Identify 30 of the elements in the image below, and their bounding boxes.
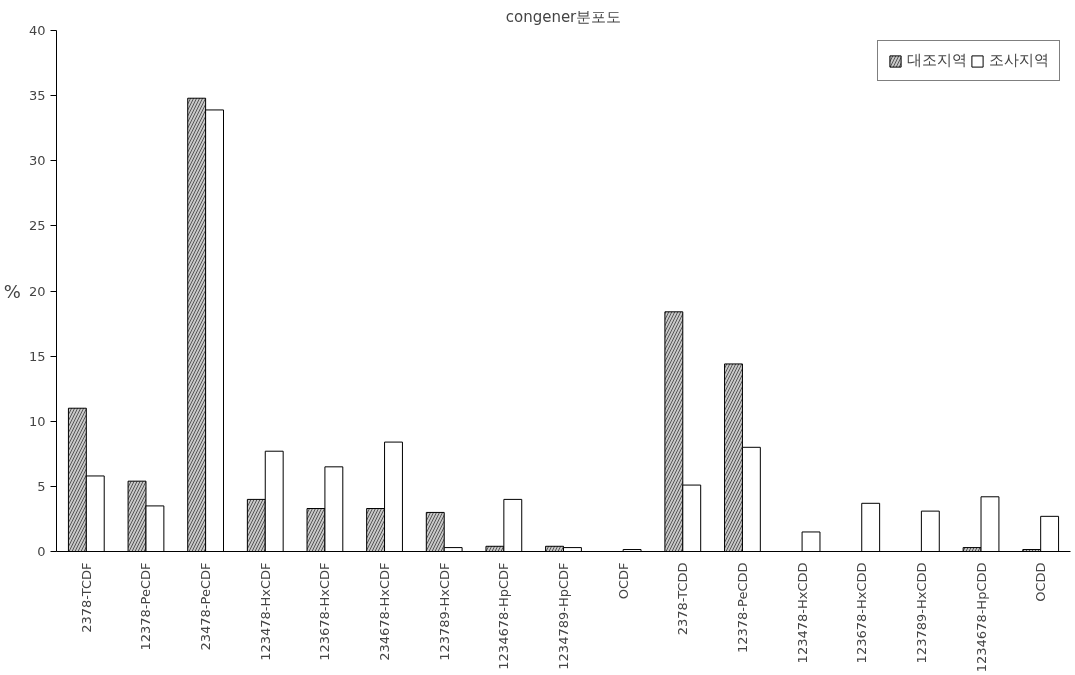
y-tick-label: 35	[28, 88, 46, 104]
x-tick-label: 123678-HxCDF	[317, 562, 333, 661]
x-tick-label: 123478-HxCDD	[794, 562, 810, 664]
x-tick-label: 2378-TCDF	[78, 562, 94, 633]
legend-label: 대조지역	[907, 51, 967, 70]
y-tick-label: 5	[37, 478, 46, 494]
x-tick-label: 12378-PeCDD	[734, 562, 750, 654]
x-tick-label: 234678-HxCDF	[377, 562, 393, 661]
x-tick-label: OCDF	[615, 562, 631, 600]
y-tick-label: 25	[28, 218, 46, 234]
x-tick-label: 23478-PeCDF	[198, 562, 214, 651]
y-tick-label: 15	[28, 348, 46, 364]
y-tick-label: 40	[28, 23, 46, 38]
y-axis-title: %	[3, 280, 21, 302]
x-tick-label: OCDD	[1033, 562, 1049, 602]
x-tick-label: 12378-PeCDF	[138, 562, 154, 651]
x-tick-label: 123678-HxCDD	[854, 562, 870, 664]
chart-title: congener분포도	[505, 7, 622, 26]
y-tick-label: 0	[37, 544, 46, 559]
y-tick-label: 10	[28, 413, 46, 429]
y-tick-label: 20	[28, 283, 46, 299]
x-tick-label: 123478-HxCDF	[257, 562, 273, 661]
legend-label: 조사지역	[989, 51, 1049, 70]
y-tick-label: 30	[28, 153, 46, 169]
x-tick-label: 123789-HxCDF	[436, 562, 452, 661]
x-tick-label: 2378-TCDD	[675, 562, 691, 636]
x-tick-label: 123789-HxCDD	[913, 562, 929, 664]
x-tick-label: 1234678-HpCDD	[973, 562, 989, 673]
x-tick-label: 1234789-HpCDF	[556, 562, 571, 670]
x-tick-label: 1234678-HpCDF	[496, 562, 512, 670]
